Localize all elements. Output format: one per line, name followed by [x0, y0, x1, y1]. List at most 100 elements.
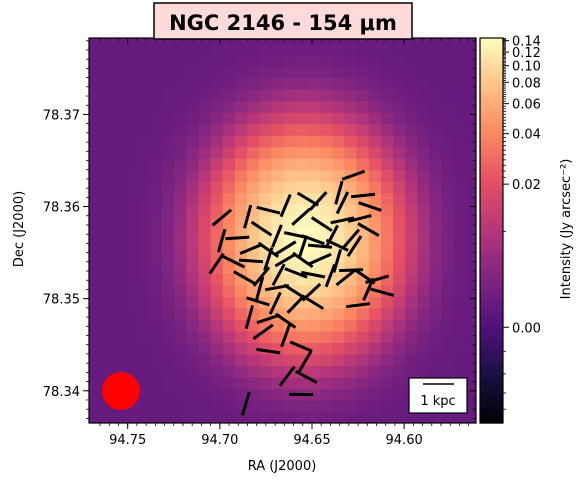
heatmap-cell: [368, 100, 382, 113]
heatmap-cell: [149, 261, 163, 274]
heatmap-cell: [101, 238, 114, 251]
colorbar-segment: [480, 381, 503, 386]
colorbar-segment: [480, 211, 503, 216]
colorbar-segment: [480, 291, 503, 296]
colorbar-segment: [480, 317, 503, 321]
polarization-vector: [325, 224, 339, 248]
heatmap-cell: [210, 296, 224, 309]
heatmap-cell: [149, 135, 163, 148]
heatmap-cell: [247, 38, 260, 44]
heatmap-cell: [247, 376, 260, 390]
heatmap-cell: [320, 89, 333, 102]
colorbar-segment: [480, 153, 503, 158]
heatmap-cell: [429, 146, 443, 159]
heatmap-cell: [441, 273, 455, 286]
heatmap-cell: [101, 204, 114, 217]
heatmap-cell: [332, 399, 346, 413]
heatmap-cell: [466, 181, 476, 194]
heatmap-cell: [149, 411, 163, 423]
heatmap-cell: [393, 296, 406, 309]
heatmap-cell: [405, 227, 418, 240]
heatmap-cell: [307, 77, 321, 90]
heatmap-cell: [186, 54, 200, 67]
heatmap-cell: [174, 112, 187, 125]
heatmap-cell: [161, 54, 175, 67]
colorbar-segment: [480, 403, 503, 408]
polarization-vector: [211, 208, 233, 227]
heatmap-cell: [89, 38, 102, 44]
colorbar-segment: [480, 297, 503, 302]
colorbar-segment: [480, 368, 503, 373]
heatmap-cell: [295, 250, 309, 263]
heatmap-cell: [368, 238, 382, 251]
heatmap-cell: [137, 342, 151, 355]
heatmap-cell: [453, 43, 467, 56]
colorbar-segment: [480, 185, 503, 190]
heatmap-cell: [89, 158, 102, 171]
heatmap-cell: [247, 353, 260, 367]
heatmap-cell: [283, 307, 297, 320]
heatmap-cell: [101, 411, 114, 423]
heatmap-cell: [405, 43, 418, 56]
heatmap-cell: [295, 261, 309, 274]
colorbar-segment: [480, 82, 503, 87]
heatmap-cell: [405, 123, 418, 136]
heatmap-cell: [380, 376, 394, 390]
colorbar-segment: [480, 262, 503, 267]
heatmap-cell: [380, 135, 394, 148]
heatmap-cell: [125, 261, 139, 274]
heatmap-cell: [247, 135, 260, 148]
colorbar-segment: [480, 38, 503, 42]
heatmap-cell: [295, 66, 309, 79]
heatmap-cell: [405, 411, 418, 423]
polarization-vector: [238, 258, 264, 264]
colorbar-segment: [480, 159, 503, 164]
heatmap-cell: [210, 43, 224, 56]
heatmap-cell: [466, 135, 476, 148]
heatmap-cell: [234, 342, 248, 355]
heatmap-cell: [332, 100, 346, 113]
heatmap-cell: [198, 100, 212, 113]
heatmap-cell: [259, 112, 273, 125]
heatmap-cell: [344, 123, 358, 136]
heatmap-cell: [466, 342, 476, 355]
heatmap-cell: [186, 169, 200, 182]
polarization-vector: [225, 235, 250, 241]
heatmap-cell: [234, 77, 248, 90]
heatmap-cell: [210, 411, 224, 423]
heatmap-cell: [101, 169, 114, 182]
polarization-vector: [243, 204, 253, 229]
heatmap-cell: [368, 135, 382, 148]
colorbar-tick-label: 0.12: [512, 46, 541, 61]
heatmap-cell: [283, 123, 297, 136]
heatmap-cell: [417, 158, 431, 171]
polarization-vector: [310, 216, 333, 232]
heatmap-cell: [417, 192, 431, 205]
heatmap-cell: [295, 169, 309, 182]
heatmap-cell: [101, 181, 114, 194]
heatmap-cell: [441, 77, 455, 90]
polarization-vector: [308, 191, 328, 211]
heatmap-cell: [417, 296, 431, 309]
heatmap-cell: [393, 330, 406, 343]
heatmap-cell: [113, 204, 127, 217]
heatmap-cell: [466, 261, 476, 274]
heatmap-cell: [259, 43, 273, 56]
heatmap-cell: [198, 307, 212, 320]
colorbar-segment: [480, 92, 503, 97]
heatmap-cell: [125, 238, 139, 251]
heatmap-cell: [222, 123, 236, 136]
heatmap-cell: [380, 192, 394, 205]
heatmap-cell: [149, 365, 163, 378]
heatmap-cell: [405, 112, 418, 125]
heatmap-cell: [441, 123, 455, 136]
heatmap-cell: [368, 158, 382, 171]
heatmap-cell: [137, 215, 151, 228]
heatmap-cell: [186, 204, 200, 217]
heatmap-cell: [222, 342, 236, 355]
heatmap-cell: [113, 284, 127, 297]
heatmap-cell: [149, 376, 163, 390]
heatmap-cell: [101, 307, 114, 320]
heatmap-cell: [89, 89, 102, 102]
polarization-vector: [301, 270, 326, 279]
